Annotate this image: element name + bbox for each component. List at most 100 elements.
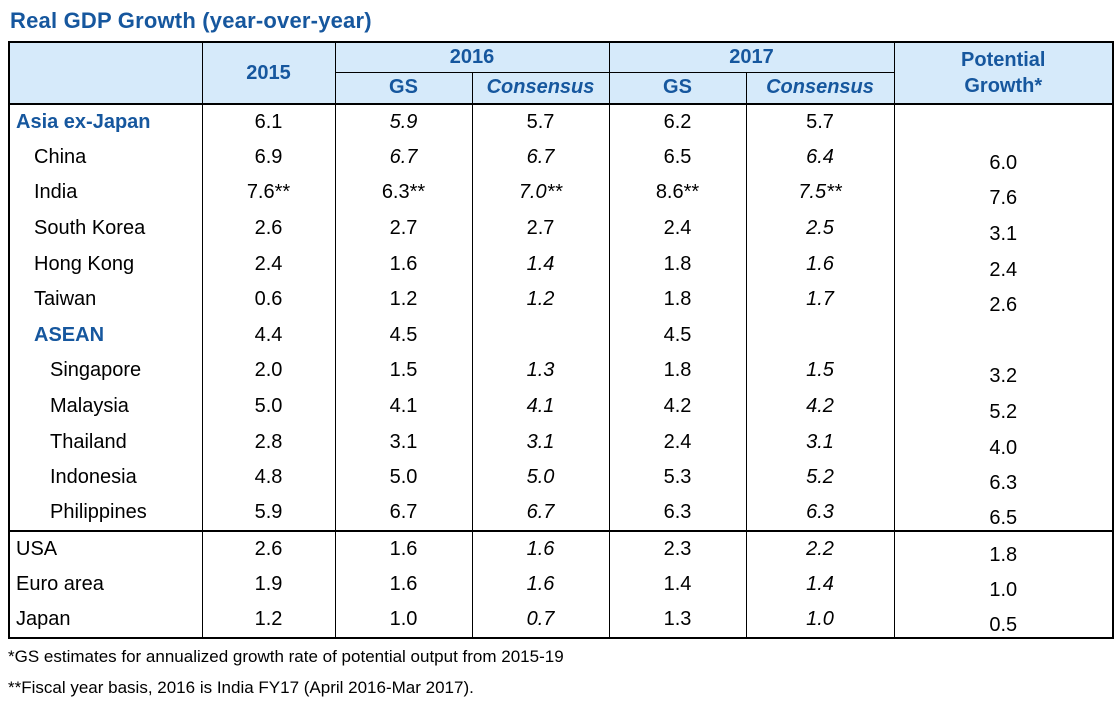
col-header-2015: 2015 (201, 42, 335, 105)
potential-growth-value: 5.2 (989, 401, 1018, 424)
cell-potential-growth: 0.5 (893, 602, 1113, 638)
row-label: China (8, 139, 202, 176)
potential-header-line1: Potential (961, 49, 1046, 71)
footnote-potential-growth: *GS estimates for annualized growth rate… (8, 646, 564, 666)
cell-potential-growth: 7.6 (893, 175, 1113, 211)
table-row: South Korea 2.6 2.7 2.7 2.4 2.5 3.1 (8, 210, 1113, 247)
cell-consensus-2017: 1.4 (745, 566, 894, 603)
cell-gs-2016: 1.6 (334, 566, 472, 603)
cell-gs-2017: 8.6** (608, 175, 746, 211)
cell-gs-2017: 4.5 (608, 317, 746, 354)
row-label: Thailand (8, 424, 202, 460)
cell-consensus-2016: 3.1 (471, 424, 609, 460)
potential-growth-value: 1.0 (989, 579, 1018, 602)
cell-consensus-2017: 2.5 (745, 210, 894, 247)
row-label: USA (8, 530, 202, 567)
cell-gs-2017: 2.3 (608, 530, 746, 567)
row-label: Japan (8, 602, 202, 638)
cell-gs-2016: 3.1 (334, 424, 472, 460)
gdp-table: 2015 2016 2017 Potential Growth* GS Cons… (8, 41, 1114, 639)
cell-potential-growth (893, 317, 1113, 354)
table-row: Malaysia 5.0 4.1 4.1 4.2 4.2 5.2 (8, 388, 1113, 425)
row-label: India (8, 175, 202, 211)
cell-potential-growth: 1.8 (893, 530, 1113, 567)
row-label: Philippines (8, 495, 202, 532)
potential-growth-value: 1.8 (989, 543, 1018, 566)
row-label: Taiwan (8, 281, 202, 318)
cell-2015: 6.1 (201, 104, 335, 140)
cell-consensus-2016: 5.0 (471, 459, 609, 496)
cell-consensus-2016: 5.7 (471, 104, 609, 140)
cell-potential-growth: 5.2 (893, 388, 1113, 425)
cell-consensus-2016: 1.6 (471, 566, 609, 603)
row-label: Indonesia (8, 459, 202, 496)
cell-gs-2017: 2.4 (608, 210, 746, 247)
cell-gs-2017: 4.2 (608, 388, 746, 425)
cell-potential-growth: 2.4 (893, 246, 1113, 282)
cell-gs-2017: 2.4 (608, 424, 746, 460)
cell-2015: 5.9 (201, 495, 335, 532)
cell-potential-growth: 6.5 (893, 495, 1113, 532)
cell-gs-2016: 5.0 (334, 459, 472, 496)
cell-gs-2016: 5.9 (334, 104, 472, 140)
table-header: 2015 2016 2017 Potential Growth* GS Cons… (8, 42, 1113, 105)
cell-potential-growth: 4.0 (893, 424, 1113, 460)
col-header-2017: 2017 (608, 42, 894, 73)
row-label: Asia ex-Japan (8, 104, 202, 140)
cell-gs-2017: 1.8 (608, 246, 746, 282)
potential-growth-value: 6.0 (989, 151, 1018, 174)
potential-growth-value: 2.4 (989, 258, 1018, 281)
potential-header-line2: Growth* (964, 75, 1043, 97)
cell-gs-2016: 2.7 (334, 210, 472, 247)
table-row: Euro area 1.9 1.6 1.6 1.4 1.4 1.0 (8, 566, 1113, 603)
col-header-potential-growth: Potential Growth* (893, 42, 1113, 105)
corner-cell (8, 42, 202, 105)
cell-consensus-2017: 6.4 (745, 139, 894, 176)
cell-2015: 1.2 (201, 602, 335, 638)
table-row: Indonesia 4.8 5.0 5.0 5.3 5.2 6.3 (8, 459, 1113, 496)
cell-consensus-2016: 1.4 (471, 246, 609, 282)
cell-2015: 2.4 (201, 246, 335, 282)
potential-growth-value: 2.6 (989, 294, 1018, 317)
table-body: Asia ex-Japan 6.1 5.9 5.7 6.2 5.7 China 6.9 6.7 6… (8, 104, 1113, 638)
cell-consensus-2016: 7.0** (471, 175, 609, 211)
footnote-fiscal-year: **Fiscal year basis, 2016 is India FY17 … (8, 677, 474, 697)
cell-potential-growth: 2.6 (893, 281, 1113, 318)
cell-consensus-2017: 1.6 (745, 246, 894, 282)
cell-gs-2016: 6.7 (334, 139, 472, 176)
potential-growth-value: 3.2 (989, 365, 1018, 388)
table-row: Philippines 5.9 6.7 6.7 6.3 6.3 6.5 (8, 495, 1113, 532)
cell-potential-growth: 6.3 (893, 459, 1113, 496)
potential-growth-value: 7.6 (989, 187, 1018, 210)
table-row: Hong Kong 2.4 1.6 1.4 1.8 1.6 2.4 (8, 246, 1113, 282)
cell-2015: 2.0 (201, 353, 335, 389)
cell-gs-2016: 4.5 (334, 317, 472, 354)
cell-potential-growth: 3.1 (893, 210, 1113, 247)
cell-potential-growth: 1.0 (893, 566, 1113, 603)
table-row: Japan 1.2 1.0 0.7 1.3 1.0 0.5 (8, 602, 1113, 638)
table-row: Taiwan 0.6 1.2 1.2 1.8 1.7 2.6 (8, 281, 1113, 318)
table-row: China 6.9 6.7 6.7 6.5 6.4 6.0 (8, 139, 1113, 176)
cell-consensus-2017: 6.3 (745, 495, 894, 532)
row-label: South Korea (8, 210, 202, 247)
cell-2015: 4.4 (201, 317, 335, 354)
potential-growth-value: 4.0 (989, 436, 1018, 459)
cell-2015: 2.8 (201, 424, 335, 460)
cell-consensus-2017: 1.7 (745, 281, 894, 318)
cell-gs-2017: 6.3 (608, 495, 746, 532)
cell-gs-2016: 1.6 (334, 246, 472, 282)
cell-consensus-2017: 5.7 (745, 104, 894, 140)
col-header-consensus-2017: Consensus (745, 72, 894, 105)
cell-consensus-2016: 2.7 (471, 210, 609, 247)
potential-growth-value: 3.1 (989, 223, 1018, 246)
row-label: Euro area (8, 566, 202, 603)
cell-2015: 1.9 (201, 566, 335, 603)
cell-gs-2016: 6.7 (334, 495, 472, 532)
cell-gs-2017: 1.8 (608, 353, 746, 389)
cell-gs-2016: 1.5 (334, 353, 472, 389)
cell-2015: 7.6** (201, 175, 335, 211)
header-row-years: 2015 2016 2017 Potential Growth* (8, 42, 1113, 105)
cell-consensus-2017: 2.2 (745, 530, 894, 567)
header-row-sources: GS Consensus GS Consensus (9, 72, 1113, 105)
row-label: Malaysia (8, 388, 202, 425)
